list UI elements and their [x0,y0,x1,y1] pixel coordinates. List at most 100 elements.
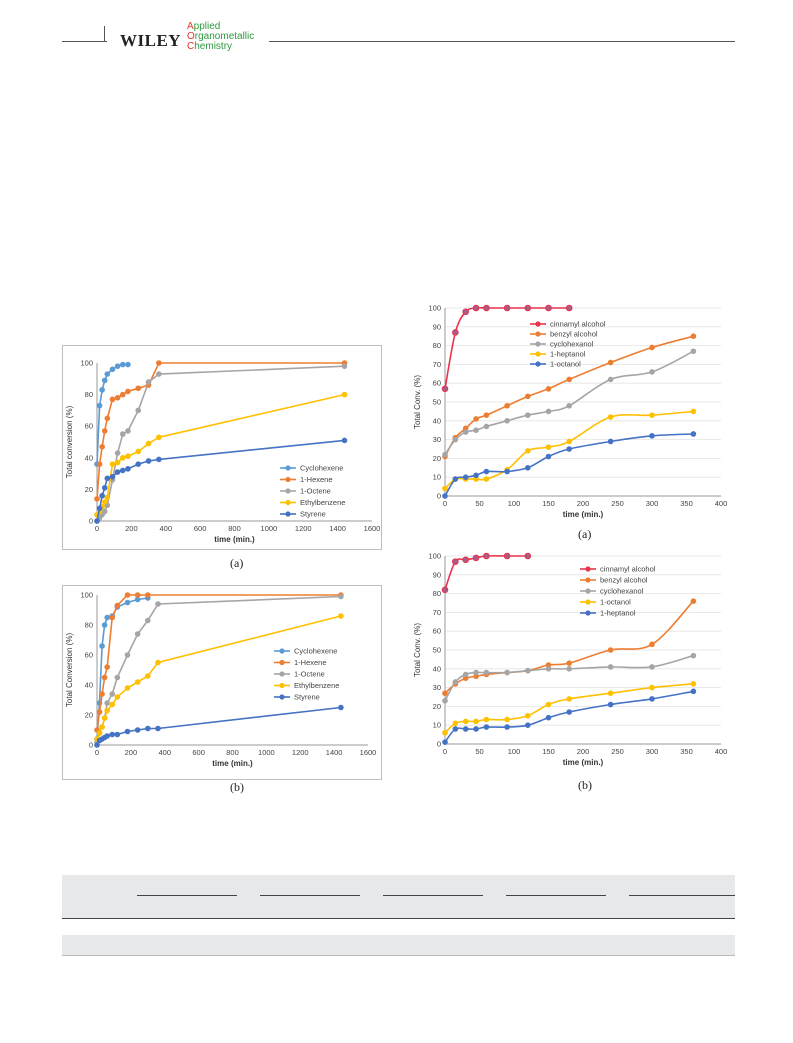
data-point-1-heptanol [442,485,448,492]
legend-label-styrene: Styrene [294,693,320,702]
x-tick-label: 300 [646,499,659,508]
data-point-styrene [135,461,142,467]
x-tick-label: 1400 [326,748,343,757]
data-point-1-octene [156,371,162,377]
data-point-1-heptanol [545,444,552,450]
y-tick-label: 80 [433,589,441,598]
y-tick-label: 20 [433,702,441,711]
data-point-styrene [156,456,162,463]
data-point-cyclohexene [119,361,126,368]
x-tick-label: 400 [715,499,728,508]
data-point-1-octanol [452,720,459,727]
y-tick-label: 60 [85,651,93,660]
y-tick-label: 80 [85,621,93,630]
x-axis-title: time (min.) [563,510,604,519]
legend-marker-benzyl-alcohol [535,331,541,337]
legend-marker-ethylbenzene [285,499,291,506]
data-point-cyclohexene [96,402,103,409]
data-point-cinnamyl-alcohol [483,304,490,312]
y-tick-label: 20 [433,454,441,463]
data-point-cinnamyl-alcohol [545,304,552,312]
data-point-styrene [94,518,100,524]
data-point-benzyl-alcohol [649,641,655,648]
y-tick-label: 90 [433,322,441,331]
data-point-1-heptanol [504,724,510,730]
data-point-benzyl-alcohol [483,412,490,418]
table-header [62,875,735,918]
chart-alcohol-oxidation-a: 0 50 100 150 200 250 300 350 400 0 10 20 30 40 50 60 70 8… [413,304,728,520]
y-tick-label: 40 [433,664,441,673]
y-tick-label: 40 [85,453,93,462]
data-point-1-octanol [525,713,531,719]
data-point-1-heptanol [462,726,469,732]
data-point-ethylbenzene [104,494,111,501]
x-axis-title: time (min.) [563,758,604,767]
legend-marker-styrene [279,694,285,700]
legend-label-1-hexene: 1-Hexene [300,475,333,484]
x-tick-label: 200 [577,747,590,756]
x-tick-label: 350 [680,747,693,756]
data-point-1-hexene [145,592,151,598]
legend-label-1-octanol: 1-octanol [550,360,581,369]
y-tick-label: 10 [433,473,441,482]
data-point-ethylbenzene [114,694,121,700]
table-header-rule [62,918,735,919]
data-point-ethylbenzene [341,391,348,398]
data-point-1-octene [101,508,108,515]
data-point-cyclohexene [104,371,111,377]
x-tick-label: 1200 [292,748,309,757]
table-column-rule [506,895,606,896]
x-tick-label: 0 [443,747,447,756]
data-point-1-heptanol [566,438,572,445]
data-point-1-octanol [504,716,510,723]
y-tick-label: 20 [85,711,93,720]
x-tick-label: 600 [194,524,207,533]
data-point-ethylbenzene [104,707,110,714]
data-point-1-heptanol [649,412,655,418]
data-point-cyclohexene [101,377,108,384]
data-point-1-octanol [462,718,469,725]
data-point-ethylbenzene [155,659,161,666]
x-tick-label: 0 [443,499,447,508]
data-point-1-octene [341,363,348,369]
data-point-styrene [145,725,151,732]
legend-label-ethylbenzene: Ethylbenzene [294,681,339,690]
table-column-rule [260,895,360,896]
data-point-benzyl-alcohol [525,393,531,400]
data-point-1-octene [145,379,152,385]
x-axis-title: time (min.) [214,535,255,544]
legend-label-benzyl-alcohol: benzyl alcohol [600,576,648,585]
data-point-styrene [145,458,152,464]
data-point-1-octene [134,631,141,637]
data-point-ethylbenzene [99,724,105,730]
table-column-rule [137,895,237,896]
data-point-1-hexene [134,592,141,598]
data-point-cinnamyl-alcohol [472,554,480,562]
x-tick-label: 100 [508,499,521,508]
data-point-cyclohexene [134,596,141,603]
data-point-cinnamyl-alcohol [524,304,532,312]
legend-marker-1-octanol [535,361,541,367]
data-point-1-heptanol [607,414,614,420]
data-point-cyclohexene [104,614,110,621]
y-axis-title: Total Conv. (%) [413,623,422,677]
caption-right-a: (a) [578,527,592,541]
data-point-cyclohexene [101,622,108,628]
publisher-logo: WILEY [120,31,182,50]
legend-marker-ethylbenzene [279,682,285,689]
data-point-1-heptanol [649,696,655,702]
y-tick-label: 90 [433,570,441,579]
data-point-cyclohexanol [442,451,448,458]
data-point-cyclohexanol [473,669,479,676]
legend-label-1-octanol: 1-octanol [600,598,631,607]
data-point-cinnamyl-alcohol [452,329,459,336]
data-point-1-hexene [114,602,121,609]
y-tick-label: 60 [85,422,93,431]
data-point-1-octene [109,691,116,697]
y-tick-label: 10 [433,721,441,730]
journal-line-1: Applied [187,21,221,32]
data-point-cyclohexene [109,366,116,373]
x-tick-label: 200 [125,524,138,533]
legend-marker-1-hexene [285,476,291,483]
x-tick-label: 150 [542,499,555,508]
